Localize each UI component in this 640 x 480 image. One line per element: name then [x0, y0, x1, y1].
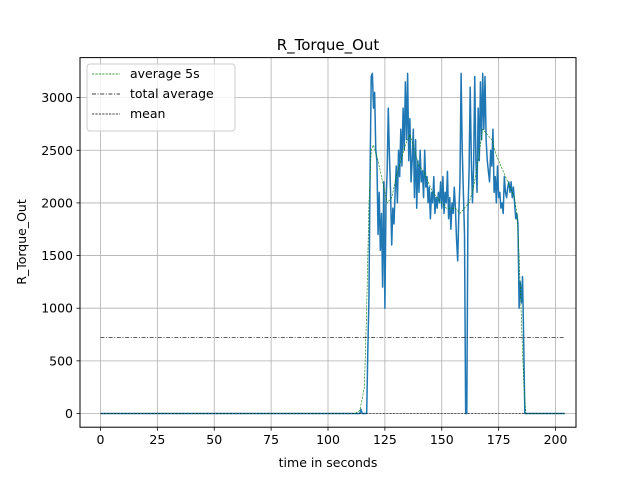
x-tick-label: 25 [149, 432, 165, 447]
x-tick-label: 50 [206, 432, 222, 447]
legend-box [86, 63, 236, 132]
x-tick-label: 75 [263, 432, 279, 447]
x-tick-label: 150 [430, 432, 454, 447]
y-tick-label: 0 [65, 406, 73, 421]
chart-title: R_Torque_Out [277, 36, 380, 55]
y-tick-label: 500 [49, 353, 73, 368]
y-tick-label: 1500 [41, 248, 73, 263]
y-tick-label: 1000 [41, 301, 73, 316]
x-axis: 0 25 50 75 100 125 150 175 200 [97, 427, 568, 447]
series-line-average-5s [100, 128, 565, 414]
x-axis-label: time in seconds [279, 455, 378, 470]
legend-label: mean [130, 106, 165, 121]
x-tick-label: 100 [316, 432, 340, 447]
x-tick-label: 200 [544, 432, 568, 447]
legend: average 5s total average mean [86, 63, 236, 132]
y-axis: 0 500 1000 1500 2000 2500 3000 [41, 90, 80, 421]
x-tick-label: 125 [373, 432, 397, 447]
series-line-torque [100, 72, 565, 415]
x-tick-label: 0 [97, 432, 105, 447]
y-axis-label: R_Torque_Out [14, 199, 29, 285]
y-tick-label: 3000 [41, 90, 73, 105]
y-tick-label: 2000 [41, 195, 73, 210]
y-tick-label: 2500 [41, 143, 73, 158]
legend-label: total average [130, 86, 214, 101]
x-tick-label: 175 [487, 432, 511, 447]
series-layer [100, 72, 565, 415]
legend-label: average 5s [130, 66, 200, 81]
